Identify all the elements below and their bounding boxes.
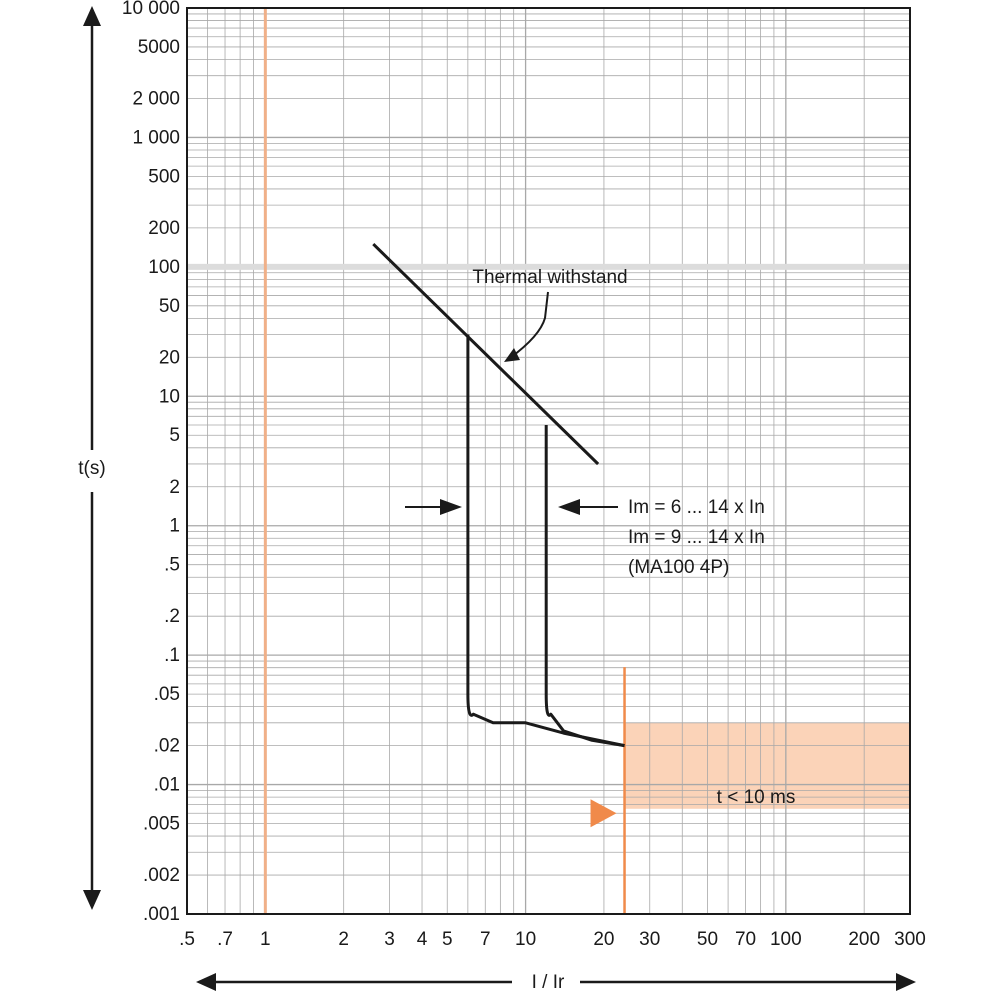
x-tick-label: 20 xyxy=(593,929,614,950)
y-tick-label: 200 xyxy=(148,218,180,239)
y-tick-label: .02 xyxy=(154,736,180,757)
thermal-withstand-label: Thermal withstand xyxy=(472,267,627,288)
plot-frame xyxy=(186,7,911,915)
x-axis-label: I / Ir xyxy=(532,972,565,993)
thermal-withstand-line xyxy=(372,243,600,466)
x-tick-label: 3 xyxy=(384,929,395,950)
trip-curve-2 xyxy=(544,425,625,748)
grid-layer xyxy=(186,7,911,915)
y-tick-label: .05 xyxy=(154,684,180,705)
shaded-region-layer xyxy=(624,722,910,809)
x-tick-label: 30 xyxy=(639,929,660,950)
y-tick-label: 2 xyxy=(169,477,180,498)
y-tick-label: .001 xyxy=(143,904,180,925)
im-arrow-right-head xyxy=(558,499,580,515)
im-arrow-left-head xyxy=(440,499,462,515)
annotation-layer xyxy=(405,291,618,515)
x-tick-label: 4 xyxy=(417,929,428,950)
y-tick-label: .5 xyxy=(164,555,180,576)
region-marker-triangle xyxy=(590,799,617,828)
y-tick-label: 10 000 xyxy=(122,0,180,19)
y-axis-arrowhead-down xyxy=(83,890,101,910)
x-tick-label: 200 xyxy=(848,929,880,950)
axes-layer xyxy=(83,6,916,991)
im-range-label-2: Im = 9 ... 14 x In xyxy=(628,527,765,548)
y-tick-label: .01 xyxy=(154,775,180,796)
y-tick-label: 500 xyxy=(148,166,180,187)
x-tick-label: 50 xyxy=(697,929,718,950)
x-tick-label: .7 xyxy=(217,929,233,950)
y-tick-label: 1 000 xyxy=(132,127,180,148)
im-range-label-3: (MA100 4P) xyxy=(628,557,729,578)
reference-layer xyxy=(263,8,626,914)
x-tick-label: 70 xyxy=(735,929,756,950)
x-tick-label: 10 xyxy=(515,929,536,950)
y-tick-label: 100 xyxy=(148,257,180,278)
y-tick-label: .002 xyxy=(143,865,180,886)
y-tick-label: 2 000 xyxy=(132,88,180,109)
shaded-region xyxy=(624,722,910,809)
grid-band-100s xyxy=(187,263,910,270)
thermal-leader-line xyxy=(509,291,549,359)
x-tick-label: 1 xyxy=(260,929,271,950)
x-tick-label: 100 xyxy=(770,929,802,950)
x-tick-label: 2 xyxy=(338,929,349,950)
y-tick-label: .1 xyxy=(164,645,180,666)
y-tick-layer: 10 000 5000 2 000 1 000 500 200 100 50 20 10 5 2 1 .5… xyxy=(122,0,180,925)
x-axis-arrowhead-left xyxy=(196,973,216,991)
series-layer xyxy=(372,243,625,748)
y-axis-arrowhead-up xyxy=(83,6,101,26)
x-tick-label: .5 xyxy=(179,929,195,950)
x-axis-arrowhead-right xyxy=(896,973,916,991)
y-axis-label: t(s) xyxy=(78,458,105,479)
thermal-leader-arrowhead xyxy=(504,348,520,362)
y-tick-label: 5000 xyxy=(138,37,180,58)
y-tick-label: .005 xyxy=(143,814,180,835)
y-tick-label: 50 xyxy=(159,296,180,317)
y-tick-label: 1 xyxy=(169,516,180,537)
im-range-label-1: Im = 6 ... 14 x In xyxy=(628,497,765,518)
x-tick-label: 7 xyxy=(480,929,491,950)
x-tick-label: 300 xyxy=(894,929,926,950)
y-tick-label: .2 xyxy=(164,606,180,627)
trip-curve-1 xyxy=(466,334,625,748)
y-tick-label: 10 xyxy=(159,386,180,407)
y-tick-label: 20 xyxy=(159,347,180,368)
x-tick-label: 5 xyxy=(442,929,453,950)
y-tick-label: 5 xyxy=(169,425,180,446)
x-tick-layer: .5 .7 1 2 3 4 5 7 10 20 30 50 70 100 200 300 xyxy=(179,929,926,950)
shaded-region-label: t < 10 ms xyxy=(717,787,796,808)
